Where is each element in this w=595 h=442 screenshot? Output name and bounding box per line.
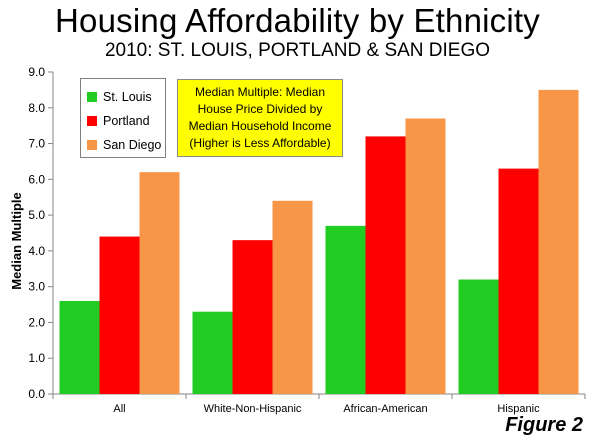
annotation-line-3: Median Household Income	[188, 119, 332, 133]
y-tick-label: 8.0	[28, 101, 45, 115]
y-tick-label: 6.0	[28, 172, 45, 186]
legend-label-portland: Portland	[103, 114, 150, 128]
legend-swatch-san-diego	[87, 140, 97, 150]
bar-st-louis-african-american	[325, 225, 366, 394]
bar-portland-white-non-hispanic	[232, 240, 273, 394]
x-tick-label-hispanic: Hispanic	[497, 403, 540, 415]
annotation-line-2: House Price Divided by	[197, 102, 323, 116]
bar-portland-hispanic	[498, 168, 539, 394]
y-tick-label: 4.0	[28, 244, 45, 258]
annotation-line-4: (Higher is Less Affordable)	[189, 136, 331, 150]
y-tick-label: 3.0	[28, 280, 45, 294]
bar-st-louis-hispanic	[458, 279, 499, 394]
bars	[59, 89, 579, 394]
axis-labels: 0.0 1.0 2.0 3.0 4.0 5.0 6.0 7.0 8.0 9.0 Median Mul…	[9, 65, 540, 415]
y-tick-label: 2.0	[28, 315, 45, 329]
figure-label: Figure 2	[505, 414, 583, 436]
y-tick-label: 0.0	[28, 387, 45, 401]
y-tick-label: 5.0	[28, 208, 45, 222]
y-tick-label: 7.0	[28, 137, 45, 151]
y-axis-title: Median Multiple	[9, 192, 24, 290]
chart-title: Housing Affordability by Ethnicity	[55, 2, 540, 39]
x-tick-label-african-american: African-American	[343, 403, 427, 415]
x-tick-label-white-non-hispanic: White-Non-Hispanic	[204, 403, 302, 415]
bar-portland-african-american	[365, 136, 406, 394]
x-tick-label-all: All	[113, 403, 125, 415]
chart-subtitle: 2010: ST. LOUIS, PORTLAND & SAN DIEGO	[104, 40, 491, 61]
y-tick-label: 1.0	[28, 351, 45, 365]
bar-st-louis-white-non-hispanic	[192, 311, 233, 394]
bar-san-diego-african-american	[405, 118, 446, 394]
bar-san-diego-white-non-hispanic	[272, 200, 313, 394]
annotation-line-1: Median Multiple: Median	[194, 85, 326, 99]
bar-san-diego-hispanic	[538, 89, 579, 394]
legend-label-san-diego: San Diego	[103, 138, 162, 152]
y-tick-label: 9.0	[28, 65, 45, 79]
bar-st-louis-all	[59, 300, 100, 394]
bar-san-diego-all	[139, 172, 180, 394]
bar-portland-all	[99, 236, 140, 394]
legend-swatch-st-louis	[87, 92, 97, 102]
annotation-box: Median Multiple: Median House Price Divi…	[177, 79, 343, 157]
legend-swatch-portland	[87, 116, 97, 126]
legend-label-st-louis: St. Louis	[103, 90, 152, 104]
legend: St. Louis Portland San Diego	[80, 78, 166, 158]
legend-item-portland: Portland	[87, 109, 165, 133]
legend-item-san-diego: San Diego	[87, 133, 165, 157]
legend-item-st-louis: St. Louis	[87, 85, 165, 109]
